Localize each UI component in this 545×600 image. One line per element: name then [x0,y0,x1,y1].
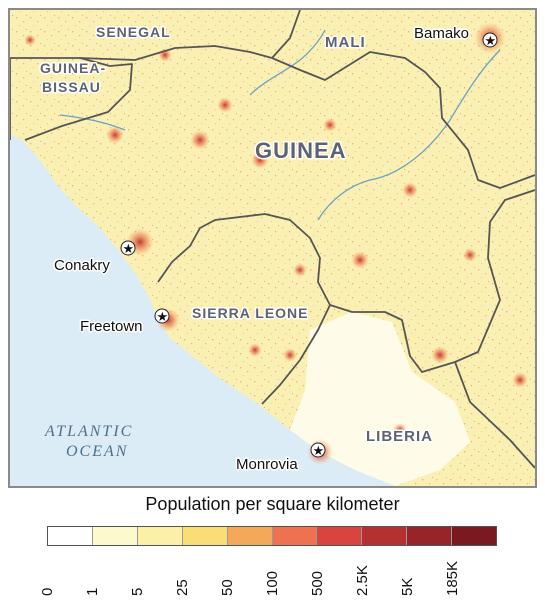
country-label-liberia: LIBERIA [366,428,433,445]
legend-title: Population per square kilometer [145,494,400,514]
ocean-label-line2: OCEAN [66,443,128,460]
city-monrovia: ★ Monrovia [235,442,326,475]
city-bamako: ★ Bamako [413,24,498,48]
legend-swatch-5 [272,527,318,545]
legend-swatch-1 [92,527,138,545]
sierra-leone-liberia-border [261,304,331,405]
legend-swatch-4 [227,527,273,545]
legend-swatch-6 [317,527,363,545]
legend-swatch-3 [182,527,228,545]
map-frame: SENEGAL MALI GUINEA- BISSAU GUINEA SIERR… [8,8,537,488]
city-freetown: ★ Freetown [79,308,170,337]
legend-swatch-2 [137,527,183,545]
city-label-bamako: Bamako [414,25,469,42]
country-label-guinea-bissau-line1: GUINEA- [40,60,106,76]
legend-swatch-0 [48,527,93,545]
population-density-map: SENEGAL MALI GUINEA- BISSAU GUINEA SIERR… [10,10,535,486]
niger-river [317,49,501,221]
legend-tick-label: 25 [174,579,191,596]
legend-tick-label: 2.5K [354,565,371,596]
legend-tick-label: 185K [444,560,461,596]
ocean-label-line1: ATLANTIC [44,423,133,440]
star-icon: ★ [157,309,169,324]
legend-tick-label: 50 [219,579,236,596]
star-icon: ★ [485,33,497,48]
coastal-river [59,114,126,131]
city-label-monrovia: Monrovia [236,456,298,473]
mali-guinea-border [271,10,535,189]
liberia-sparse-area [290,312,470,486]
country-label-sierra-leone: SIERRA LEONE [192,305,309,321]
country-borders [10,10,535,469]
legend-tick-label: 0 [39,587,56,596]
country-label-guinea-bissau-line2: BISSAU [42,79,101,95]
star-icon: ★ [123,241,135,256]
country-label-guinea: GUINEA [255,138,347,163]
legend-tick-label: 5 [129,587,146,596]
city-conakry: ★ Conakry [53,240,136,276]
country-label-senegal: SENEGAL [96,24,171,40]
star-icon: ★ [313,443,325,458]
legend-tick-label: 1 [84,587,101,596]
legend-tick-label: 500 [309,570,326,596]
legend-swatch-9 [452,527,497,545]
guinea-sierra-leone-border [157,213,331,306]
country-label-mali: MALI [325,34,366,51]
legend-swatch-8 [407,527,453,545]
liberia-cote-divoire-border [454,361,535,469]
guinea-bissau-border [10,57,133,141]
legend-swatch-7 [362,527,408,545]
legend-tick-label: 100 [264,570,281,596]
legend-color-bar [47,526,497,546]
city-label-conakry: Conakry [54,257,110,274]
city-label-freetown: Freetown [80,318,143,335]
rivers [59,29,501,221]
legend-tick-label: 5K [399,577,416,596]
senegal-river [249,29,326,96]
